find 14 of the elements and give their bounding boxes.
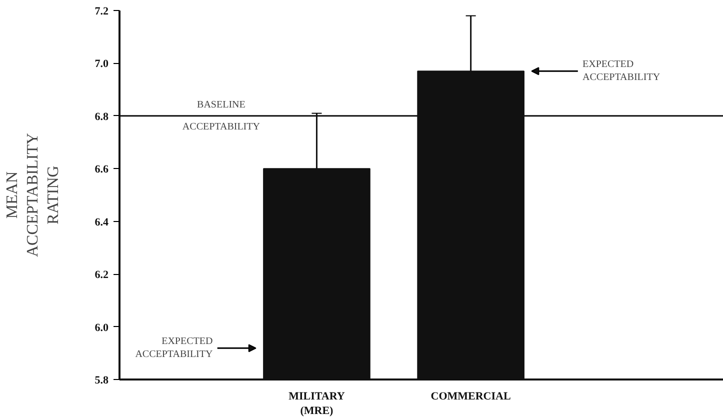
- x-tick-label: COMMERCIAL: [430, 390, 511, 402]
- y-tick-label: 6.8: [94, 110, 109, 123]
- y-tick-label: 6.4: [94, 216, 109, 228]
- text: EXPECTED ACCEPTABILITY: [582, 59, 660, 84]
- ref-line-label: BASELINE ACCEPTABILITY: [182, 99, 260, 132]
- y-tick-label: 6.2: [94, 269, 109, 282]
- text: EXPECTED ACCEPTABILITY: [135, 336, 213, 360]
- y-axis-title: MEAN ACCEPTABILITY RATING: [4, 132, 62, 258]
- y-tick-label: 7.0: [94, 58, 109, 70]
- y-tick-label: 7.2: [94, 6, 109, 18]
- y-tick-label: 5.8: [94, 374, 109, 386]
- y-tick-label: 6.6: [94, 164, 109, 176]
- x-tick-label: MILITARY (MRE): [288, 390, 345, 417]
- y-tick-label: 6.0: [94, 322, 109, 334]
